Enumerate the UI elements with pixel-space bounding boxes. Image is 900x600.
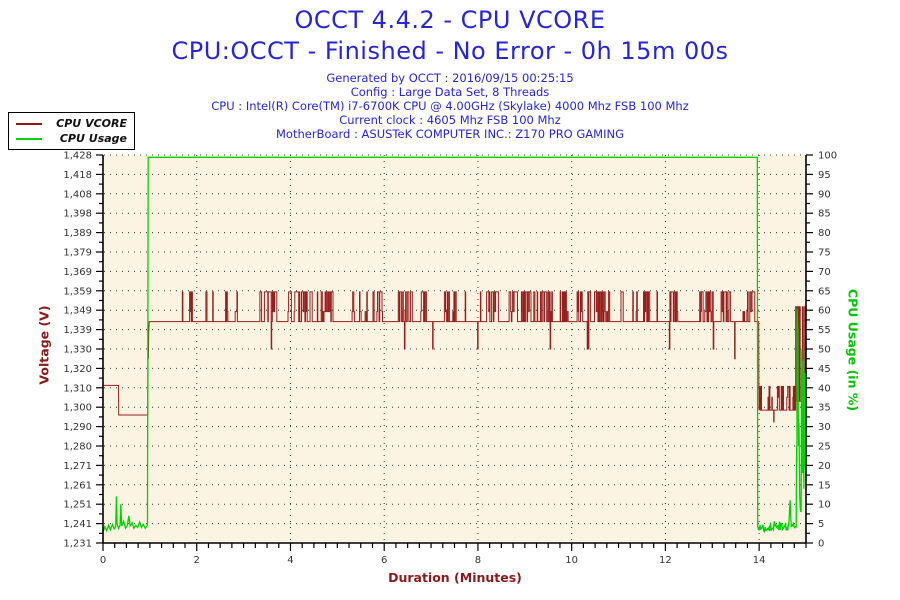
svg-text:1,330: 1,330 [63, 345, 92, 356]
svg-text:15: 15 [818, 480, 831, 491]
svg-text:8: 8 [475, 555, 481, 566]
svg-text:10: 10 [565, 555, 578, 566]
legend-item-usage: CPU Usage [16, 132, 127, 145]
svg-text:1,300: 1,300 [63, 403, 92, 414]
svg-text:65: 65 [818, 286, 831, 297]
usage-series-line [103, 156, 806, 534]
svg-text:10: 10 [818, 500, 831, 511]
svg-text:1,389: 1,389 [63, 228, 92, 239]
x-axis-title: Duration (Minutes) [388, 570, 522, 585]
svg-text:1,310: 1,310 [63, 383, 92, 394]
info-line-cpu: CPU : Intel(R) Core(TM) i7-6700K CPU @ 4… [211, 99, 689, 113]
legend-label-vcore: CPU VCORE [56, 117, 127, 130]
svg-text:30: 30 [818, 422, 831, 433]
legend-item-vcore: CPU VCORE [16, 117, 127, 130]
svg-text:1,280: 1,280 [63, 442, 92, 453]
report-info: Generated by OCCT : 2016/09/15 00:25:15 … [0, 71, 900, 141]
svg-text:100: 100 [818, 151, 837, 162]
svg-text:50: 50 [818, 345, 831, 356]
svg-text:1,379: 1,379 [63, 248, 92, 259]
svg-text:14: 14 [753, 555, 766, 566]
info-line-clock: Current clock : 4605 Mhz FSB 100 Mhz [339, 113, 561, 127]
svg-text:1,251: 1,251 [63, 500, 92, 511]
plot-background [103, 155, 806, 543]
info-line-motherboard: MotherBoard : ASUSTeK COMPUTER INC.: Z17… [276, 127, 624, 141]
svg-text:75: 75 [818, 248, 831, 259]
svg-text:70: 70 [818, 267, 831, 278]
svg-text:40: 40 [818, 383, 831, 394]
svg-text:1,349: 1,349 [63, 306, 92, 317]
svg-text:1,398: 1,398 [63, 209, 92, 220]
page-title: OCCT 4.4.2 - CPU VCORE [294, 6, 606, 34]
svg-text:60: 60 [818, 306, 831, 317]
svg-text:45: 45 [818, 364, 831, 375]
vcore-line-swatch [16, 122, 42, 125]
info-line-generated: Generated by OCCT : 2016/09/15 00:25:15 [326, 71, 574, 85]
svg-text:20: 20 [818, 461, 831, 472]
info-line-config: Config : Large Data Set, 8 Threads [350, 85, 550, 99]
svg-text:1,320: 1,320 [63, 364, 92, 375]
svg-text:85: 85 [818, 209, 831, 220]
svg-text:90: 90 [818, 189, 831, 200]
svg-text:1,369: 1,369 [63, 267, 92, 278]
svg-text:80: 80 [818, 228, 831, 239]
svg-text:1,261: 1,261 [63, 480, 92, 491]
svg-text:0: 0 [818, 539, 824, 550]
page-subtitle: CPU:OCCT - Finished - No Error - 0h 15m … [171, 37, 729, 65]
svg-text:1,418: 1,418 [63, 170, 92, 181]
svg-text:1,290: 1,290 [63, 422, 92, 433]
usage-line-swatch [16, 137, 42, 140]
svg-text:2: 2 [194, 555, 200, 566]
svg-text:1,271: 1,271 [63, 461, 92, 472]
svg-text:35: 35 [818, 403, 831, 414]
svg-text:1,359: 1,359 [63, 286, 92, 297]
axis-ticks [96, 154, 813, 551]
svg-text:1,241: 1,241 [63, 519, 92, 530]
svg-text:0: 0 [100, 555, 106, 566]
svg-text:6: 6 [381, 555, 387, 566]
svg-text:25: 25 [818, 442, 831, 453]
axis-tick-labels: 1,428 1,418 1,408 1,398 1,389 1,379 1,369 1,359… [63, 151, 837, 567]
svg-text:12: 12 [659, 555, 672, 566]
vcore-series-line [103, 291, 806, 423]
svg-text:1,339: 1,339 [63, 325, 92, 336]
chart-legend: CPU VCORE CPU Usage [8, 112, 135, 150]
svg-text:55: 55 [818, 325, 831, 336]
svg-text:4: 4 [287, 555, 293, 566]
legend-label-usage: CPU Usage [59, 132, 127, 145]
svg-text:1,408: 1,408 [63, 189, 92, 200]
svg-text:1,231: 1,231 [63, 539, 92, 550]
svg-text:1,428: 1,428 [63, 151, 92, 162]
svg-text:5: 5 [818, 519, 824, 530]
svg-text:95: 95 [818, 170, 831, 181]
